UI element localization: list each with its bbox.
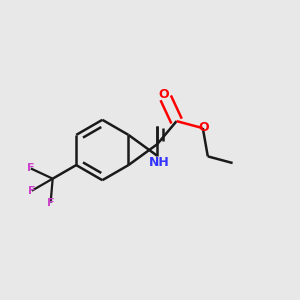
Text: O: O <box>199 121 209 134</box>
Text: O: O <box>159 88 170 100</box>
Text: F: F <box>47 198 54 208</box>
Text: F: F <box>27 164 34 173</box>
Text: NH: NH <box>148 156 169 169</box>
Text: F: F <box>28 186 35 196</box>
